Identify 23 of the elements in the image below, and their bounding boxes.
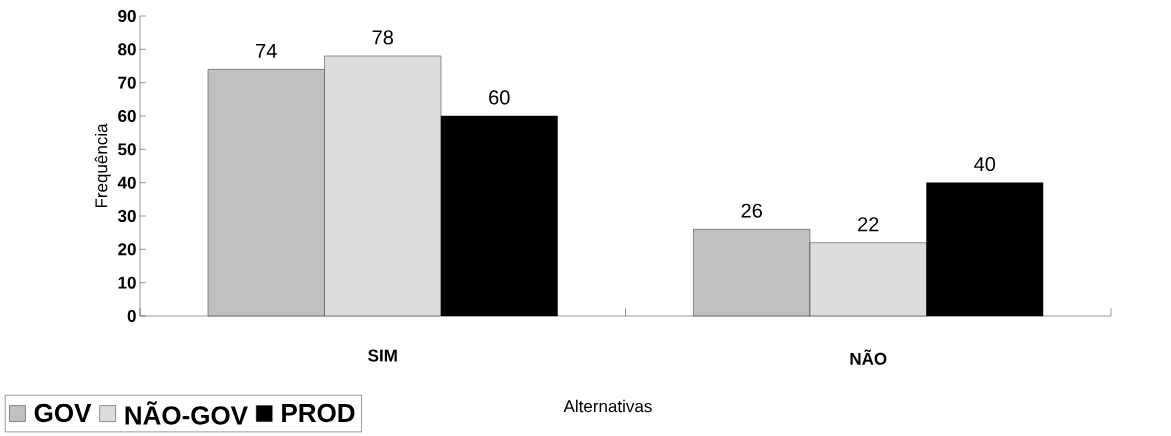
legend-label: GOV	[34, 403, 92, 423]
y-tick-label: 50	[118, 143, 136, 156]
data-label: 40	[974, 156, 996, 172]
x-axis-title: Alternativas	[563, 399, 652, 413]
data-label: 22	[858, 217, 879, 232]
data-label: 26	[741, 203, 762, 218]
data-label: 60	[489, 90, 510, 105]
y-tick-label: 70	[118, 76, 136, 89]
y-tick-label: 90	[118, 9, 136, 23]
y-tick-label: 30	[117, 209, 136, 223]
y-tick-label: 0	[127, 309, 136, 323]
data-label: 78	[372, 30, 394, 45]
y-tick-label: 60	[118, 109, 136, 123]
y-axis-title: Frequência	[94, 123, 111, 208]
data-label: 74	[256, 44, 277, 58]
legend-label: NÃO-GOV	[125, 401, 248, 425]
legend-label: PROD	[282, 403, 355, 423]
y-tick-label: 10	[118, 276, 136, 289]
x-tick-label: SIM	[368, 349, 397, 362]
y-tick-label: 80	[118, 43, 136, 56]
y-tick-label: 20	[118, 243, 136, 256]
y-tick-label: 40	[117, 176, 136, 189]
x-tick-label: NÃO	[850, 349, 887, 365]
